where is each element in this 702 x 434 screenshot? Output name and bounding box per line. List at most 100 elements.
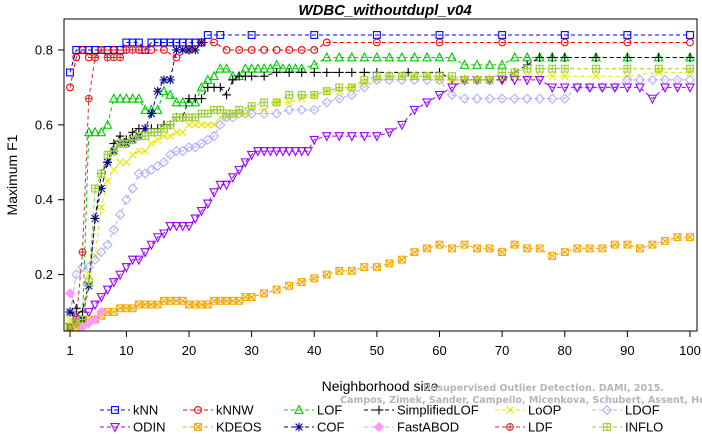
data-point-ldof [559, 93, 570, 104]
data-point-lof [321, 51, 332, 62]
data-point-cof [96, 184, 106, 193]
series-ldof [64, 74, 696, 318]
data-point-inflo [523, 64, 532, 73]
data-point-ldof [509, 93, 520, 104]
data-point-ldof [246, 108, 257, 119]
data-point-kdeos [523, 244, 532, 253]
data-point-fastabod [89, 314, 101, 325]
data-point-simplifiedlof [222, 90, 231, 100]
data-point-ldf [97, 46, 106, 54]
data-point-odin [597, 83, 608, 94]
data-point-kdeos [410, 248, 419, 257]
data-point-knn [216, 31, 225, 39]
data-point-lof [108, 93, 119, 103]
data-point-kdeos [485, 244, 494, 253]
data-point-odin [177, 221, 188, 232]
data-point-lof [190, 96, 201, 107]
data-point-simplifiedlof [359, 68, 369, 77]
data-point-ldof [89, 254, 101, 265]
data-point-odin [434, 90, 445, 101]
data-point-loop [147, 139, 156, 148]
data-point-kdeos [297, 278, 306, 287]
data-point-inflo [84, 278, 93, 287]
data-point-odin [133, 255, 144, 266]
legend-label: INFLO [625, 420, 663, 434]
data-point-kdeos [260, 289, 269, 298]
data-point-odin [309, 135, 320, 146]
data-point-ldof [71, 269, 82, 280]
data-point-kdeos [535, 244, 544, 253]
data-point-simplifiedlof [309, 68, 319, 77]
data-point-loop [97, 203, 106, 211]
data-point-lof [96, 126, 107, 137]
legend-label: KDEOS [216, 420, 262, 434]
data-point-ldof [202, 134, 213, 145]
data-point-loop [166, 132, 174, 140]
data-point-ldof [446, 89, 458, 101]
data-point-inflo [97, 169, 106, 178]
data-point-kdeos [360, 263, 369, 272]
data-point-kdeos [460, 240, 469, 249]
data-point-loop [172, 128, 181, 137]
data-point-simplifiedlof [591, 53, 601, 62]
data-point-lof [165, 89, 176, 99]
legend-label: kNNW [216, 403, 254, 418]
data-point-knnw [498, 38, 507, 47]
data-point-odin [234, 165, 244, 176]
data-point-kdeos [310, 274, 319, 283]
data-point-inflo [185, 113, 193, 122]
data-point-ldof [309, 104, 320, 116]
data-point-odin [672, 83, 683, 94]
data-point-inflo [623, 64, 632, 73]
data-point-odin [346, 132, 357, 142]
data-point-loop [84, 270, 93, 279]
legend-item-inflo: INFLO [592, 420, 663, 434]
data-point-ldf [84, 94, 93, 103]
data-point-kdeos [548, 251, 557, 260]
data-point-ldof [146, 164, 157, 175]
data-point-knnw [297, 46, 306, 54]
data-point-ldof [334, 93, 345, 104]
data-point-odin [685, 83, 695, 94]
data-point-knnw [109, 46, 118, 54]
data-point-knnw [285, 46, 294, 54]
data-point-kdeos [128, 304, 137, 313]
legend-item-lof: LOF [284, 403, 342, 418]
data-point-knnw [322, 38, 331, 47]
data-point-kdeos [573, 244, 582, 253]
data-point-simplifiedlof [654, 53, 664, 62]
series-line-ldof [69, 79, 690, 313]
data-point-loop [285, 98, 293, 107]
data-point-odin [259, 147, 270, 157]
data-point-knnw [210, 38, 218, 47]
data-point-ldof [177, 145, 188, 157]
data-point-ldof [647, 74, 658, 86]
data-point-inflo [285, 90, 294, 99]
data-point-inflo [548, 64, 557, 73]
data-point-inflo [91, 184, 100, 193]
series-inflo [66, 64, 694, 331]
x-tick-label: 80 [558, 343, 572, 358]
data-point-simplifiedlof [560, 53, 570, 62]
data-point-knnw [686, 38, 694, 47]
data-point-kdeos [660, 236, 669, 245]
data-point-ldof [284, 104, 295, 116]
data-point-knnw [260, 46, 269, 54]
data-point-simplifiedlof [685, 53, 695, 62]
data-point-inflo [166, 120, 175, 129]
legend-label: LOF [317, 403, 342, 418]
data-point-lof [459, 59, 470, 69]
data-point-knnw [66, 83, 74, 92]
data-point-knn [372, 31, 381, 39]
data-point-odin [196, 206, 207, 217]
data-point-kdeos [498, 248, 507, 257]
data-point-lof [522, 51, 533, 62]
data-point-inflo [423, 72, 431, 81]
series-line-inflo [69, 68, 690, 328]
data-point-lof [371, 51, 382, 62]
data-point-ldof [208, 130, 220, 142]
data-point-odin [221, 180, 232, 191]
data-point-simplifiedlof [247, 71, 257, 81]
data-point-loop [498, 76, 506, 84]
legend-item-odin: ODIN [100, 420, 166, 434]
